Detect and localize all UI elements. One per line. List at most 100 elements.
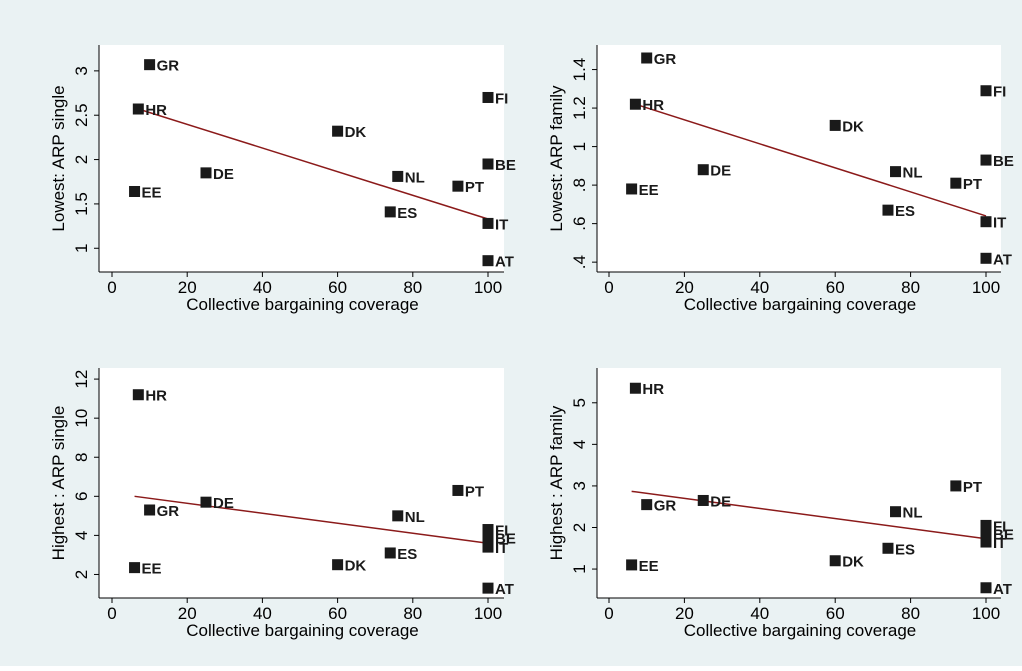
point-label-be: BE <box>495 157 516 174</box>
data-point-dk <box>829 119 841 131</box>
point-label-at: AT <box>993 251 1012 268</box>
data-point-be <box>482 158 494 170</box>
data-point-gr <box>144 59 156 71</box>
point-label-nl: NL <box>903 165 923 182</box>
data-point-pt <box>950 480 962 492</box>
point-label-dk: DK <box>842 118 864 135</box>
y-tick-label: 3 <box>570 481 589 490</box>
y-tick-label: 4 <box>570 440 589 449</box>
point-label-pt: PT <box>465 179 484 196</box>
point-label-de: DE <box>213 495 234 512</box>
x-tick-label: 40 <box>253 604 272 623</box>
x-tick-label: 40 <box>750 604 769 623</box>
y-tick-label: 3 <box>72 66 91 75</box>
data-point-dk <box>829 555 841 567</box>
data-point-nl <box>890 166 902 178</box>
point-label-gr: GR <box>157 58 180 75</box>
data-point-gr <box>641 499 653 511</box>
point-label-nl: NL <box>405 509 425 526</box>
point-label-at: AT <box>993 581 1012 598</box>
x-tick-label: 60 <box>826 604 845 623</box>
x-axis-title: Collective bargaining coverage <box>684 295 916 314</box>
data-point-dk <box>332 559 344 571</box>
y-tick-label: .4 <box>570 255 589 269</box>
data-point-at <box>980 582 992 594</box>
point-label-ee: EE <box>639 182 659 199</box>
x-tick-label: 20 <box>675 604 694 623</box>
plot-area <box>597 368 1001 598</box>
point-label-it: IT <box>495 216 508 233</box>
data-point-ee <box>129 185 141 197</box>
x-tick-label: 60 <box>826 278 845 297</box>
data-point-pt <box>452 180 464 192</box>
scatter-panel-2: 0 20 40 60 80 100 .4 .6 .8 1 1.2 1.4 Collective barg… <box>547 45 1014 314</box>
data-point-be <box>980 154 992 166</box>
point-label-hr: HR <box>145 102 167 119</box>
y-tick-label: 1.4 <box>570 58 589 82</box>
point-label-hr: HR <box>145 388 167 405</box>
x-tick-label: 0 <box>604 278 613 297</box>
point-label-fi: FI <box>993 84 1006 101</box>
fit-line <box>138 108 489 220</box>
data-point-nl <box>890 506 902 518</box>
y-tick-label: 12 <box>72 370 91 389</box>
point-label-pt: PT <box>963 176 982 193</box>
y-tick-label: 2.5 <box>72 103 91 127</box>
point-label-ee: EE <box>639 558 659 575</box>
y-tick-label: 2 <box>72 155 91 164</box>
data-point-ee <box>626 183 638 195</box>
x-tick-label: 100 <box>972 278 1000 297</box>
point-label-hr: HR <box>642 97 664 114</box>
point-label-it: IT <box>495 540 508 557</box>
point-label-nl: NL <box>405 169 425 186</box>
point-label-be: BE <box>993 153 1014 170</box>
y-axis-title: Lowest: ARP single <box>49 85 68 231</box>
data-point-ee <box>626 559 638 571</box>
y-tick-label: 1.2 <box>570 96 589 120</box>
x-axis-title: Collective bargaining coverage <box>684 621 916 640</box>
data-point-hr <box>132 389 144 401</box>
point-label-pt: PT <box>465 483 484 500</box>
data-point-at <box>482 255 494 267</box>
point-label-ee: EE <box>142 561 162 578</box>
x-tick-label: 0 <box>107 278 116 297</box>
point-label-de: DE <box>710 163 731 180</box>
data-point-be <box>980 528 992 540</box>
y-tick-label: 1 <box>570 142 589 151</box>
data-point-pt <box>452 484 464 496</box>
x-tick-label: 80 <box>403 604 422 623</box>
point-label-es: ES <box>895 203 915 220</box>
point-label-fi: FI <box>495 90 508 107</box>
scatter-panel-1: 0 20 40 60 80 100 1 1.5 2 2.5 3 Collective bargaini… <box>49 45 516 314</box>
x-tick-label: 40 <box>253 278 272 297</box>
scatter-panel-3: 0 20 40 60 80 100 2 4 6 8 10 12 Collective bargainin… <box>49 368 516 640</box>
point-label-gr: GR <box>157 503 180 520</box>
y-tick-label: 5 <box>570 398 589 407</box>
data-point-nl <box>392 510 404 522</box>
point-label-es: ES <box>397 546 417 563</box>
point-label-gr: GR <box>654 51 677 68</box>
point-label-de: DE <box>710 493 731 510</box>
data-point-it <box>980 536 992 548</box>
x-axis-title: Collective bargaining coverage <box>186 295 418 314</box>
y-tick-label: 1 <box>570 564 589 573</box>
point-label-dk: DK <box>345 124 367 141</box>
y-tick-label: 8 <box>72 453 91 462</box>
x-tick-label: 80 <box>403 278 422 297</box>
x-tick-label: 0 <box>107 604 116 623</box>
x-tick-label: 100 <box>972 604 1000 623</box>
x-tick-label: 60 <box>328 278 347 297</box>
data-point-be <box>482 531 494 543</box>
data-point-nl <box>392 170 404 182</box>
point-label-es: ES <box>397 205 417 222</box>
point-label-ee: EE <box>142 184 162 201</box>
data-point-hr <box>629 98 641 110</box>
data-point-es <box>882 542 894 554</box>
y-tick-label: 1 <box>72 244 91 253</box>
y-axis-title: Highest : ARP single <box>49 406 68 561</box>
data-point-dk <box>332 125 344 137</box>
fit-line <box>134 495 489 544</box>
y-tick-label: 10 <box>72 409 91 428</box>
